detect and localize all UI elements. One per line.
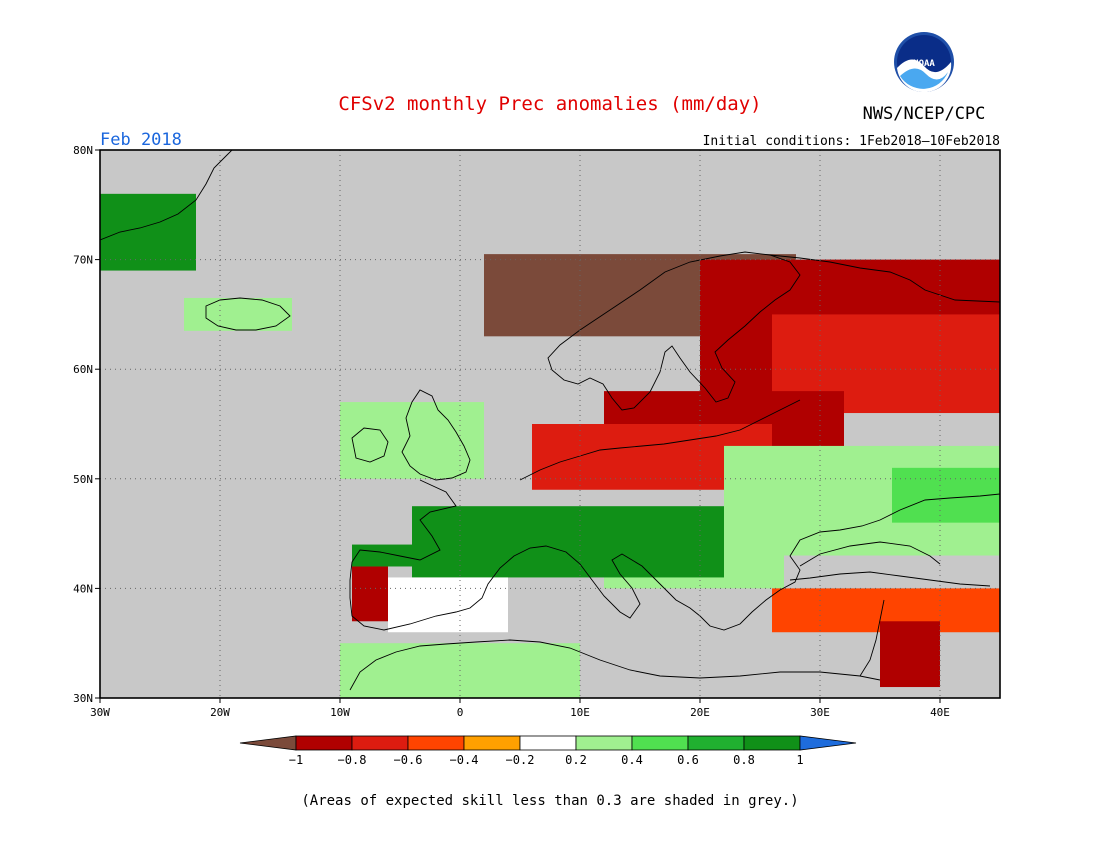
valid-month-label: Feb 2018 xyxy=(100,130,182,150)
lat-tick-label: 40N xyxy=(73,582,93,595)
colorbar-segment xyxy=(575,735,633,751)
colorbar-label: −0.4 xyxy=(450,753,479,767)
lon-tick-label: 0 xyxy=(457,706,464,719)
colorbar-label: −0.2 xyxy=(506,753,535,767)
colorbar-label: 0.8 xyxy=(733,753,755,767)
lon-tick-label: 30E xyxy=(810,706,830,719)
colorbar-segment xyxy=(407,735,465,751)
colorbar-label: −1 xyxy=(289,753,303,767)
anomaly-region-western-iberia xyxy=(352,566,388,622)
anomaly-region-middle-east xyxy=(880,621,940,688)
lat-tick-label: 70N xyxy=(73,254,93,267)
anomaly-regions xyxy=(100,193,1000,698)
colorbar-segment xyxy=(519,735,577,751)
map-gridlines xyxy=(100,150,1000,698)
anomaly-region-iceland xyxy=(184,297,292,331)
lon-tick-label: 30W xyxy=(90,706,110,719)
colorbar: −1 −0.8 −0.6 −0.4 −0.2 0.2 0.4 0.6 0.8 1 xyxy=(239,735,857,767)
lon-tick-label: 20E xyxy=(690,706,710,719)
colorbar-segment xyxy=(799,735,857,751)
latitude-ticks: 80N 70N 60N 50N 40N 30N xyxy=(73,144,100,705)
lat-tick-label: 30N xyxy=(73,692,93,705)
colorbar-label: −0.8 xyxy=(338,753,367,767)
noaa-logo-icon: NOAA xyxy=(894,32,954,93)
map-frame xyxy=(99,149,1001,699)
anomaly-region-caucasus xyxy=(892,467,1000,523)
lat-tick-label: 50N xyxy=(73,473,93,486)
lon-tick-label: 10W xyxy=(330,706,350,719)
colorbar-segment xyxy=(687,735,745,751)
agency-label: NWS/NCEP/CPC xyxy=(863,104,986,124)
skill-footnote: (Areas of expected skill less than 0.3 a… xyxy=(301,793,798,809)
colorbar-segment xyxy=(631,735,689,751)
colorbar-label: 0.6 xyxy=(677,753,699,767)
map-title: CFSv2 monthly Prec anomalies (mm/day) xyxy=(338,93,761,115)
colorbar-label: −0.6 xyxy=(394,753,423,767)
lon-tick-label: 40E xyxy=(930,706,950,719)
colorbar-segment xyxy=(295,735,353,751)
colorbar-segment xyxy=(463,735,521,751)
lon-tick-label: 20W xyxy=(210,706,230,719)
anomaly-region-northern-iberia xyxy=(352,544,484,567)
colorbar-segment xyxy=(351,735,409,751)
anomaly-region-southern-iberia xyxy=(388,577,508,633)
noaa-logo-text: NOAA xyxy=(913,59,935,69)
anomaly-region-greenland-coast xyxy=(100,193,196,271)
colorbar-segment xyxy=(239,735,297,751)
lat-tick-label: 60N xyxy=(73,363,93,376)
colorbar-label: 1 xyxy=(796,753,803,767)
anomaly-region-france-alps-italy xyxy=(412,506,724,578)
longitude-ticks: 30W 20W 10W 0 10E 20E 30E 40E xyxy=(90,698,950,719)
lon-tick-label: 10E xyxy=(570,706,590,719)
colorbar-label: 0.2 xyxy=(565,753,587,767)
colorbar-segment xyxy=(743,735,801,751)
precipitation-anomaly-map: 80N 70N 60N 50N 40N 30N 30W 20W 10W 0 10E 20E 30E 40… xyxy=(73,144,1001,719)
lat-tick-label: 80N xyxy=(73,144,93,157)
colorbar-label: 0.4 xyxy=(621,753,643,767)
initial-conditions-label: Initial conditions: 1Feb2018–10Feb2018 xyxy=(703,134,1000,149)
